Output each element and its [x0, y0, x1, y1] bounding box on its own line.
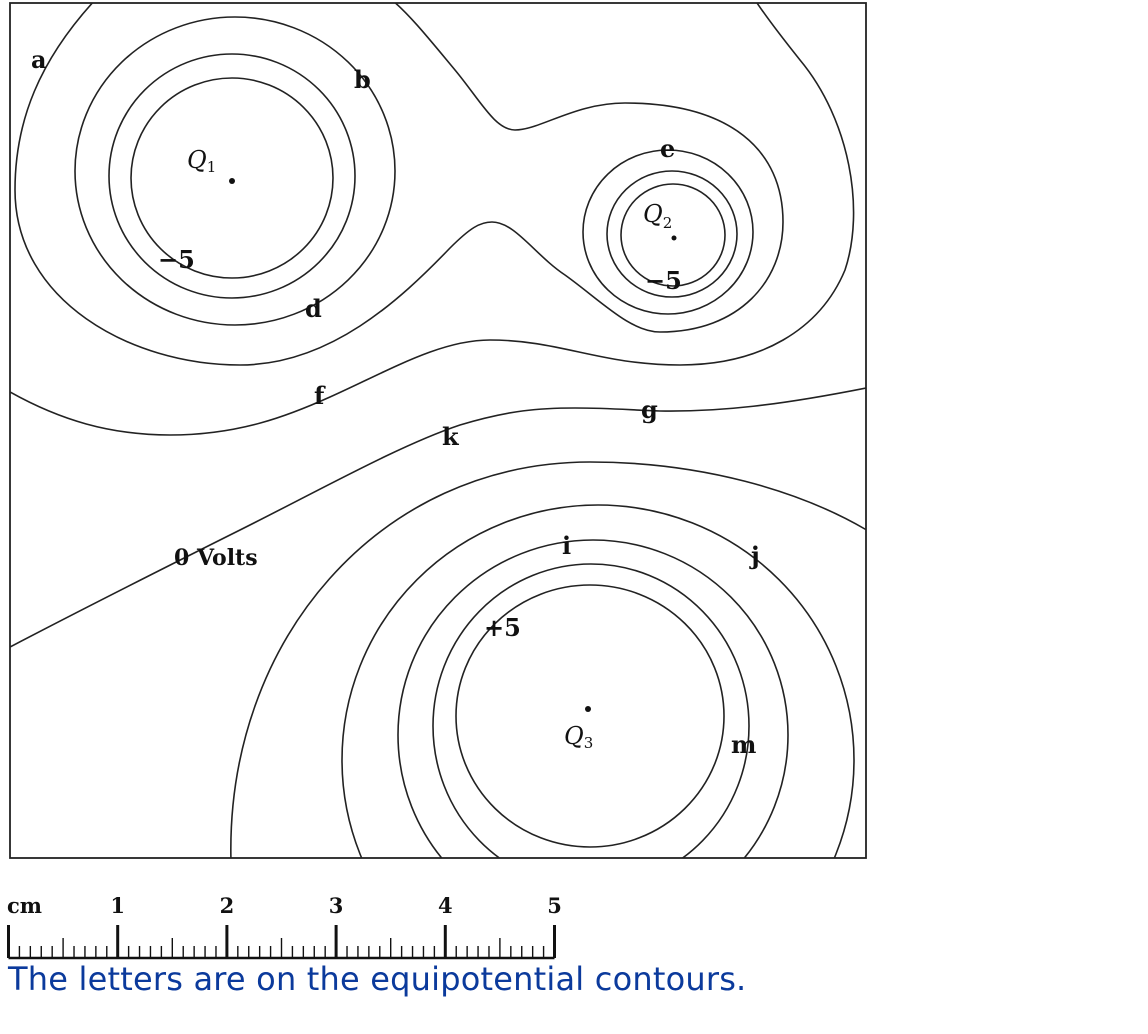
contour-label-m: m — [731, 730, 756, 759]
contour-q1-inner — [130, 77, 334, 279]
contour-a — [14, 3, 784, 366]
charge-q1-dot — [229, 178, 235, 184]
ruler-unit-label: cm — [7, 893, 42, 918]
contour-label-j: j — [749, 541, 760, 570]
caption: The letters are on the equipotential con… — [8, 960, 747, 998]
value-label-q1-minus5: −5 — [158, 245, 195, 274]
ruler-tick-label: 5 — [547, 893, 562, 918]
contour-k-zero-volts — [10, 387, 866, 648]
contour-label-g: g — [641, 395, 658, 424]
contour-i — [397, 539, 789, 858]
contour-q2-inner — [620, 183, 726, 287]
cm-scale-ruler: cm 1 2 3 4 5 — [7, 893, 562, 960]
contour-e — [582, 149, 754, 315]
value-label-q2-minus5: −5 — [645, 266, 682, 295]
ruler-tick-label: 3 — [329, 893, 344, 918]
contour-f — [10, 3, 855, 436]
contour-j — [341, 504, 855, 858]
contour-label-a: a — [31, 45, 47, 74]
contour-label-b: b — [354, 65, 371, 94]
contour-label-e: e — [660, 134, 675, 163]
diagram-frame — [9, 2, 867, 859]
contour-q3-outer — [230, 461, 866, 858]
contour-q3-inner — [455, 584, 725, 848]
contour-label-i: i — [562, 531, 571, 560]
value-label-zero-volts: 0 Volts — [174, 545, 258, 571]
contour-q1-middle — [108, 53, 356, 299]
equipotential-diagram: Q1 Q2 Q3 a b d e f g k i j m −5 −5 +5 0 … — [7, 2, 867, 960]
charge-q2-label: Q2 — [643, 200, 672, 232]
contour-label-d: d — [305, 294, 322, 323]
contour-q3-middle — [432, 563, 750, 858]
ruler-tick-label: 4 — [438, 893, 453, 918]
contour-q2-middle — [606, 170, 738, 298]
contour-label-k: k — [442, 422, 460, 451]
contour-label-f: f — [314, 381, 326, 410]
contour-d — [74, 16, 396, 326]
value-label-q3-plus5: +5 — [484, 613, 521, 642]
charge-q1-label: Q1 — [187, 146, 216, 176]
ruler-tick-label: 1 — [110, 893, 125, 918]
charge-q3-label: Q3 — [564, 722, 593, 752]
charge-q2-dot — [671, 235, 677, 241]
ruler-tick-label: 2 — [220, 893, 235, 918]
charge-q3-dot — [585, 706, 591, 712]
